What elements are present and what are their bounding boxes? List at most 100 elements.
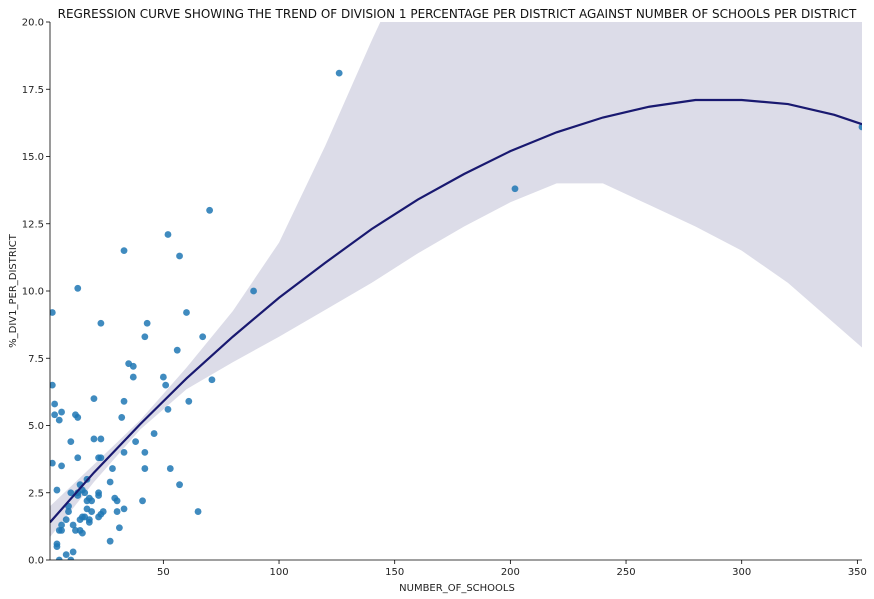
scatter-point-93 — [208, 376, 216, 384]
scatter-point-10 — [55, 556, 63, 560]
scatter-point-53 — [97, 319, 105, 327]
scatter-point-76 — [141, 449, 149, 456]
scatter-point-7 — [53, 543, 61, 550]
scatter-point-2 — [50, 459, 56, 467]
scatter-point-66 — [120, 247, 128, 255]
y-axis-ticks: 0.0 2.5 5.0 7.5 10.0 12.5 15.0 17.5 20.0 — [22, 18, 50, 567]
scatter-point-95 — [335, 69, 343, 77]
y-tick-label-0: 0.0 — [28, 556, 44, 567]
scatter-point-26 — [74, 284, 82, 292]
scatter-point-62 — [113, 497, 121, 505]
scatter-point-80 — [159, 373, 167, 381]
scatter-point-97 — [858, 123, 862, 131]
y-tick-label-3: 7.5 — [28, 354, 44, 365]
scatter-point-4 — [51, 411, 59, 419]
scatter-point-79 — [150, 430, 158, 437]
scatter-point-67 — [120, 397, 128, 405]
x-tick-label-100: 100 — [269, 567, 288, 578]
scatter-point-18 — [65, 508, 72, 515]
scatter-point-72 — [129, 373, 137, 381]
y-tick-label-4: 10.0 — [22, 287, 44, 298]
scatter-point-82 — [164, 231, 172, 238]
y-tick-label-2: 5.0 — [28, 421, 44, 432]
regression-line — [50, 98, 862, 524]
scatter-point-55 — [97, 454, 105, 462]
scatter-point-23 — [69, 548, 77, 556]
scatter-point-0 — [50, 309, 56, 316]
y-axis-title: %_DIV1_PER_DISTRICT — [8, 233, 19, 348]
scatter-point-1 — [50, 381, 56, 389]
scatter-point-65 — [118, 414, 126, 421]
scatter-point-19 — [67, 438, 75, 446]
scatter-point-81 — [162, 381, 170, 389]
scatter-point-92 — [206, 206, 214, 214]
y-tick-label-6: 15.0 — [22, 152, 44, 163]
scatter-point-88 — [183, 309, 190, 316]
scatter-point-20 — [67, 489, 75, 497]
scatter-point-73 — [132, 438, 140, 446]
scatter-point-59 — [106, 537, 114, 545]
scatter-point-16 — [62, 516, 70, 524]
x-axis-ticks: 50 100 150 200 250 300 350 — [157, 560, 867, 578]
scatter-point-84 — [166, 465, 174, 472]
scatter-point-47 — [90, 395, 98, 402]
scatter-point-89 — [185, 397, 193, 405]
x-tick-label-150: 150 — [385, 567, 404, 578]
scatter-point-8 — [55, 416, 63, 424]
scatter-point-21 — [67, 556, 75, 560]
scatter-point-48 — [90, 435, 98, 443]
scatter-point-74 — [139, 497, 146, 505]
scatter-point-15 — [62, 551, 70, 559]
x-tick-label-250: 250 — [616, 567, 635, 578]
scatter-point-13 — [58, 521, 65, 529]
scatter-point-64 — [116, 524, 123, 532]
chart-title: REGRESSION CURVE SHOWING THE TREND OF DI… — [58, 7, 857, 21]
scatter-point-22 — [69, 521, 77, 529]
scatter-point-91 — [199, 333, 207, 341]
scatter-point-36 — [78, 529, 86, 537]
scatter-point-44 — [85, 518, 93, 526]
scatter-point-86 — [176, 252, 183, 260]
scatter-point-51 — [95, 492, 102, 499]
scatter-point-83 — [164, 405, 172, 413]
x-tick-label-300: 300 — [732, 567, 751, 578]
scatter-point-37 — [81, 489, 89, 497]
scatter-point-85 — [173, 346, 181, 354]
scatter-points — [50, 69, 862, 560]
y-tick-label-7: 17.5 — [22, 85, 44, 96]
scatter-point-96 — [511, 185, 519, 193]
confidence-interval-band — [50, 22, 862, 538]
scatter-point-28 — [74, 454, 82, 462]
x-axis-title: NUMBER_OF_SCHOOLS — [399, 583, 515, 594]
scatter-point-68 — [120, 449, 128, 456]
scatter-point-12 — [58, 462, 65, 470]
y-tick-label-1: 2.5 — [28, 488, 44, 499]
x-tick-label-50: 50 — [157, 567, 170, 578]
scatter-point-63 — [113, 508, 121, 515]
scatter-point-94 — [250, 287, 257, 295]
scatter-point-60 — [109, 465, 116, 472]
scatter-point-77 — [141, 465, 149, 472]
y-tick-label-8: 20.0 — [22, 18, 44, 29]
scatter-point-46 — [88, 497, 96, 505]
scatter-point-58 — [106, 478, 114, 486]
y-tick-label-5: 12.5 — [22, 219, 44, 230]
scatter-point-27 — [74, 414, 82, 421]
scatter-point-90 — [194, 508, 202, 515]
scatter-point-54 — [97, 435, 105, 443]
scatter-point-3 — [51, 400, 59, 408]
x-tick-label-350: 350 — [848, 567, 867, 578]
scatter-point-11 — [58, 408, 65, 416]
scatter-point-57 — [99, 508, 107, 515]
scatter-point-75 — [141, 333, 149, 341]
plot-area — [50, 22, 862, 560]
scatter-point-69 — [120, 505, 128, 513]
scatter-point-71 — [129, 362, 137, 370]
x-tick-label-200: 200 — [501, 567, 520, 578]
scatter-point-5 — [53, 486, 61, 494]
scatter-point-87 — [176, 481, 183, 489]
scatter-point-78 — [143, 319, 151, 327]
scatter-point-14 — [58, 527, 65, 534]
